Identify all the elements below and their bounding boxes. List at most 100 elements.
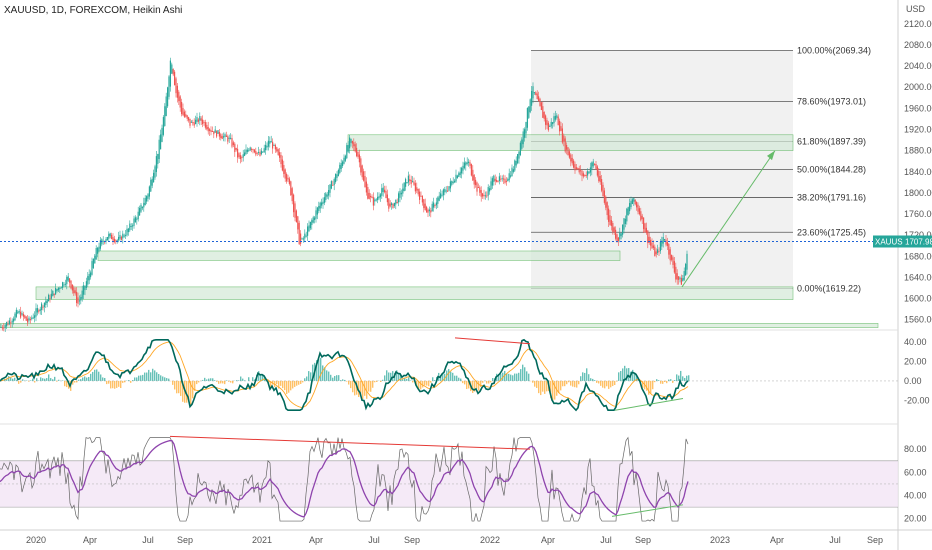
candle-body — [550, 121, 552, 127]
candle-body — [594, 163, 596, 165]
macd-histogram-bar — [508, 373, 510, 381]
candle-body — [406, 182, 408, 184]
candle-body — [510, 175, 512, 177]
candle-body — [55, 288, 57, 295]
candle-body — [62, 282, 64, 288]
candle-body — [587, 171, 589, 176]
price-axis[interactable]: 2120.00 2080.00 2040.00 2000.00 1960.00 1920.… — [904, 19, 932, 524]
candle-body — [260, 150, 262, 155]
candle-body — [262, 151, 264, 153]
candle-body — [305, 235, 307, 237]
candle-body — [528, 106, 530, 118]
candle-body — [227, 136, 229, 142]
candle-body — [622, 224, 624, 235]
candle-body — [311, 220, 313, 226]
candle-body — [77, 297, 79, 304]
time-axis[interactable]: 2020 Apr Jul Sep 2021 Apr Jul Sep 2022 Apr Jul Sep 2… — [26, 535, 883, 545]
macd-histogram-bar — [544, 380, 546, 394]
annotations[interactable] — [681, 150, 776, 288]
candle-body — [427, 209, 429, 213]
candle-body — [412, 181, 414, 183]
candle-body — [346, 145, 348, 159]
macd-histogram-bar — [354, 380, 356, 396]
macd-histogram-bar — [570, 380, 572, 386]
candle-body — [129, 223, 131, 231]
candle-body — [564, 138, 566, 152]
macd-histogram-bar — [120, 380, 122, 389]
macd-histogram-bar — [598, 380, 600, 384]
candle-body — [398, 193, 400, 203]
macd-histogram-bar — [610, 380, 612, 388]
macd-histogram-bar — [320, 357, 322, 381]
macd-histogram-bar — [62, 380, 64, 381]
candle-body — [154, 166, 156, 178]
candle-body — [259, 152, 261, 156]
candle-body — [113, 238, 115, 243]
time-tick-label: Sep — [177, 535, 193, 545]
macd-histogram-bar — [218, 380, 220, 384]
price-tick-label: 1920.00 — [904, 124, 932, 134]
macd-histogram-bar — [146, 372, 148, 381]
macd-histogram-bar — [96, 369, 98, 381]
fib-level-label: 38.20%(1791.16) — [797, 193, 866, 203]
candle-body — [330, 181, 332, 189]
candle-body — [419, 191, 421, 200]
macd-histogram-bar — [430, 380, 432, 383]
price-tick-label: 2000.00 — [904, 82, 932, 92]
macd-histogram-bar — [534, 380, 536, 387]
macd-histogram-bar — [404, 378, 406, 381]
candle-body — [686, 253, 688, 270]
macd-histogram-bar — [492, 378, 494, 381]
macd-histogram-bar — [282, 380, 284, 389]
candle-body — [14, 313, 16, 321]
candle-body — [190, 121, 192, 123]
macd-histogram-bar — [330, 374, 332, 381]
candle-body — [648, 236, 650, 243]
candle-body — [277, 149, 279, 156]
candle-body — [274, 145, 276, 150]
candle-body — [652, 245, 654, 248]
candle-body — [174, 71, 176, 86]
candle-body — [494, 178, 496, 182]
candle-body — [371, 196, 373, 199]
macd-histogram-bar — [138, 375, 140, 381]
candle-body — [626, 208, 628, 222]
candle-body — [567, 147, 569, 156]
time-tick-label: Sep — [635, 535, 651, 545]
candle-body — [574, 164, 576, 171]
candle-body — [284, 169, 286, 179]
candle-body — [151, 178, 153, 186]
candle-body — [504, 178, 506, 184]
candle-body — [179, 96, 181, 108]
candle-body — [132, 225, 134, 227]
macd-histogram-bar — [310, 372, 312, 381]
macd-histogram-bar — [278, 380, 280, 389]
macd-histogram-bar — [204, 377, 206, 381]
macd-histogram-bar — [74, 380, 76, 383]
candle-body — [302, 238, 304, 240]
candle-body — [118, 236, 120, 241]
candle-body — [459, 171, 461, 176]
candle-body — [598, 171, 600, 181]
macd-histogram-bar — [680, 370, 682, 381]
macd-histogram-bar — [98, 371, 100, 381]
macd-histogram-bar — [132, 380, 134, 381]
candle-body — [267, 140, 269, 147]
macd-histogram-bar — [566, 380, 568, 385]
macd-histogram-bar — [238, 380, 240, 381]
candle-body — [610, 220, 612, 226]
candle-body — [171, 64, 173, 74]
price-tick-label: 1800.00 — [904, 188, 932, 198]
support-resistance-zones[interactable] — [0, 134, 879, 328]
macd-histogram-bar — [416, 380, 418, 388]
candle-body — [416, 187, 418, 191]
candle-body — [253, 149, 255, 153]
candle-body — [161, 127, 163, 142]
candle-body — [122, 233, 124, 239]
rsi-tick-label: 40.00 — [904, 491, 927, 501]
macd-histogram-bar — [50, 378, 52, 381]
candle-body — [206, 124, 208, 130]
candle-body — [146, 196, 148, 202]
candle-body — [536, 93, 538, 99]
